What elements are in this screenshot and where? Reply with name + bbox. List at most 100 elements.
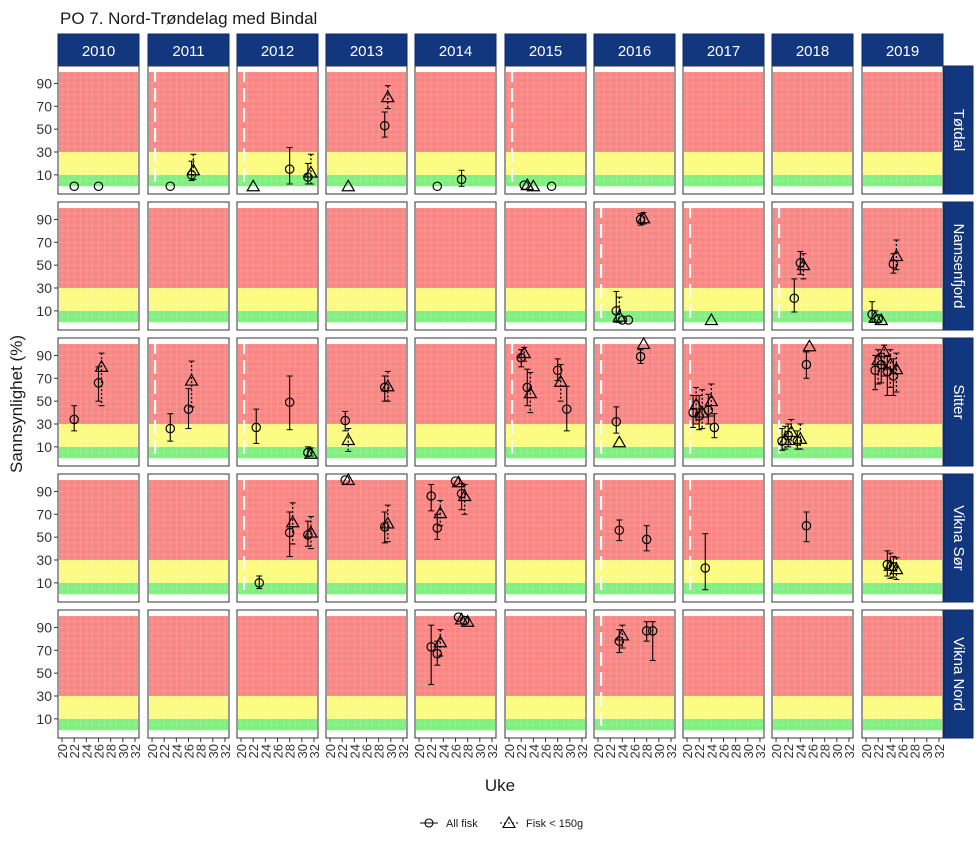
data-point-circle bbox=[426, 624, 436, 686]
data-point-triangle bbox=[460, 614, 475, 627]
risk-band bbox=[149, 718, 228, 731]
risk-band bbox=[238, 424, 317, 447]
panel-namsenfjord-2013 bbox=[325, 201, 408, 331]
panel-border bbox=[593, 473, 676, 603]
y-tick-label: 90 bbox=[36, 483, 52, 499]
panel-border bbox=[682, 201, 765, 331]
risk-band bbox=[595, 696, 674, 719]
data-point-circle bbox=[876, 352, 887, 384]
risk-band bbox=[684, 582, 763, 595]
risk-band bbox=[59, 174, 138, 187]
triangle-marker bbox=[802, 339, 817, 352]
circle-marker bbox=[561, 404, 572, 414]
triangle-marker bbox=[285, 515, 300, 528]
risk-band bbox=[863, 480, 942, 560]
year-header-2019 bbox=[861, 33, 944, 67]
panel-border bbox=[504, 473, 587, 603]
triangle-marker bbox=[451, 475, 466, 488]
risk-band bbox=[773, 696, 852, 719]
risk-band bbox=[684, 718, 763, 731]
circle-marker bbox=[614, 525, 625, 536]
risk-band bbox=[327, 152, 406, 175]
year-header-label: 2014 bbox=[439, 43, 472, 60]
x-tick-label: 26 bbox=[539, 744, 554, 758]
year-header-2012 bbox=[236, 33, 319, 67]
panel-border bbox=[414, 473, 497, 603]
triangle-marker bbox=[889, 248, 904, 262]
circle-marker bbox=[284, 164, 295, 174]
y-tick-label: 10 bbox=[36, 303, 52, 319]
circle-marker bbox=[254, 578, 265, 588]
triangle-marker bbox=[184, 373, 199, 386]
panel-namsenfjord-2014 bbox=[414, 201, 497, 331]
risk-band bbox=[327, 582, 406, 595]
risk-band bbox=[684, 208, 763, 288]
risk-band bbox=[506, 310, 585, 323]
risk-band bbox=[684, 696, 763, 719]
risk-band bbox=[149, 174, 228, 187]
triangle-marker bbox=[704, 312, 719, 326]
circle-marker bbox=[340, 415, 351, 426]
data-point-circle bbox=[379, 111, 390, 138]
data-point-circle bbox=[546, 181, 557, 192]
x-tick-label: 28 bbox=[461, 744, 476, 758]
data-point-triangle bbox=[457, 484, 472, 515]
data-point-circle bbox=[789, 278, 800, 313]
risk-band bbox=[773, 718, 852, 731]
panel-sitter-2016 bbox=[593, 337, 676, 467]
circle-marker bbox=[165, 181, 176, 192]
risk-band bbox=[416, 208, 495, 288]
circle-marker bbox=[641, 626, 652, 636]
risk-band bbox=[506, 72, 585, 152]
risk-band bbox=[506, 424, 585, 447]
circle-marker bbox=[432, 181, 443, 192]
risk-band bbox=[595, 310, 674, 323]
data-point-triangle bbox=[303, 516, 318, 550]
year-header-label: 2019 bbox=[886, 43, 919, 60]
legend-item-all-fisk: All fisk bbox=[420, 818, 478, 830]
year-header-label: 2018 bbox=[796, 43, 829, 60]
risk-band bbox=[59, 310, 138, 323]
data-point-circle bbox=[795, 250, 806, 275]
panel-vikna-nord-2010 bbox=[57, 609, 140, 739]
risk-band bbox=[416, 174, 495, 187]
x-tick-label: 28 bbox=[283, 744, 298, 758]
risk-band bbox=[684, 72, 763, 152]
panel-tøtdal-2010 bbox=[57, 65, 140, 195]
data-point-circle bbox=[284, 146, 295, 185]
x-tick-label: 30 bbox=[563, 744, 578, 758]
x-tick-label: 28 bbox=[372, 744, 387, 758]
data-point-circle bbox=[432, 181, 443, 192]
data-point-triangle bbox=[796, 253, 811, 280]
circle-marker bbox=[165, 423, 176, 434]
risk-band bbox=[863, 616, 942, 696]
panel-border bbox=[593, 337, 676, 467]
circle-marker bbox=[284, 527, 295, 538]
site-strip-sitter bbox=[943, 337, 974, 467]
risk-band bbox=[416, 718, 495, 731]
panel-sitter-2014 bbox=[414, 337, 497, 467]
data-point-triangle bbox=[303, 153, 318, 185]
circle-marker bbox=[459, 615, 470, 626]
panel-border bbox=[593, 201, 676, 331]
triangle-marker bbox=[246, 179, 261, 192]
data-point-circle bbox=[456, 482, 467, 511]
x-tick-label: 22 bbox=[603, 744, 618, 758]
x-tick-label: 24 bbox=[169, 744, 184, 758]
risk-band bbox=[327, 208, 406, 288]
data-point-triangle bbox=[889, 239, 904, 271]
risk-band bbox=[863, 72, 942, 152]
circle-marker bbox=[552, 365, 563, 376]
risk-band bbox=[238, 718, 317, 731]
year-header-label: 2010 bbox=[82, 43, 115, 60]
triangle-marker bbox=[526, 179, 541, 192]
panel-border bbox=[236, 65, 319, 195]
x-tick-label: 24 bbox=[704, 744, 719, 758]
risk-band bbox=[595, 616, 674, 696]
triangle-marker bbox=[520, 177, 535, 191]
risk-band bbox=[149, 152, 228, 175]
x-tick-label: 30 bbox=[830, 744, 845, 758]
triangle-marker bbox=[303, 525, 318, 538]
risk-band bbox=[59, 152, 138, 175]
panel-vikna-sør-2012 bbox=[236, 473, 319, 603]
